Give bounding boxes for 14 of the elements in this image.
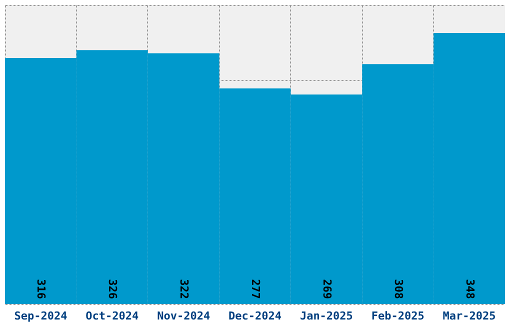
x-tick-label: Oct-2024 [86,310,140,322]
x-tick-label: Dec-2024 [228,310,282,322]
x-tick-label: Feb-2025 [371,310,424,322]
data-label: 277 [249,279,262,299]
x-tick-label: Mar-2025 [442,310,496,322]
data-label: 348 [463,279,476,299]
x-tick-label: Sep-2024 [14,310,68,322]
data-label: 322 [178,279,191,299]
data-label: 316 [34,279,48,300]
data-label: 308 [392,279,405,299]
x-tick-label: Nov-2024 [157,310,210,322]
x-tick-label: Jan-2025 [300,310,353,322]
data-label: 326 [106,279,120,300]
data-label: 269 [320,279,334,299]
